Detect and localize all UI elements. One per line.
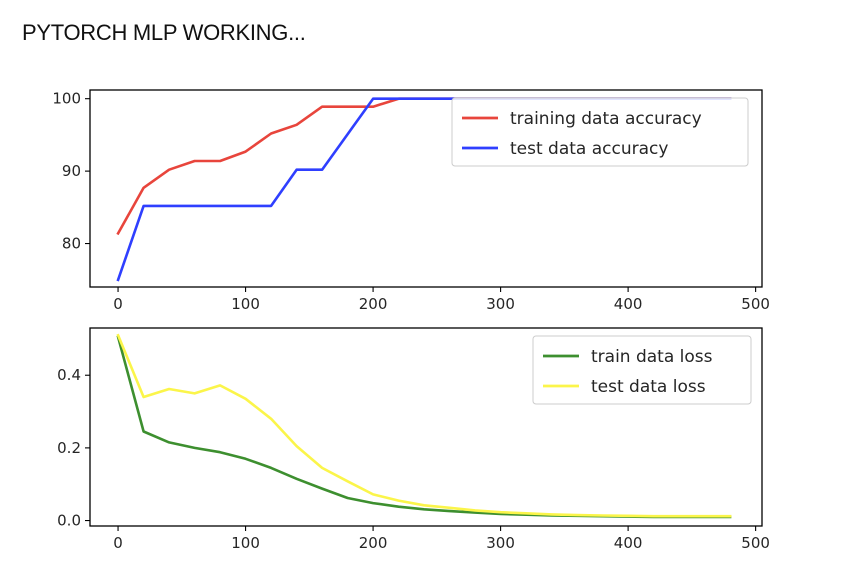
top-legend-box <box>451 97 749 167</box>
bottom-x-tick-label: 0 <box>113 534 123 552</box>
bottom-x-tick-label: 500 <box>741 534 770 552</box>
page-title: PYTORCH MLP WORKING... <box>22 20 306 45</box>
top-x-tick-label: 300 <box>486 295 515 313</box>
bottom-x-tick-label: 200 <box>359 534 388 552</box>
bottom-y-tick-label: 0.4 <box>57 366 81 384</box>
bottom-legend-box <box>532 335 752 405</box>
top-y-tick-label: 90 <box>62 162 81 180</box>
top-y-tick-label: 100 <box>52 90 81 108</box>
top-legend-label-1: training data accuracy <box>510 109 702 129</box>
bottom-x-tick-label: 300 <box>486 534 515 552</box>
top-axes-frame <box>89 89 763 288</box>
top-x-tick-label: 0 <box>113 295 123 313</box>
bottom-y-tick-label: 0.2 <box>57 439 81 457</box>
bottom-x-tick-label: 100 <box>231 534 260 552</box>
bottom-x-tick-label: 400 <box>614 534 643 552</box>
top-x-tick-label: 200 <box>359 295 388 313</box>
bottom-axes-frame <box>89 327 763 527</box>
top-x-tick-label: 500 <box>741 295 770 313</box>
top-y-tick-label: 80 <box>62 235 81 253</box>
top-x-tick-label: 400 <box>614 295 643 313</box>
top-legend-label-2: test data accuracy <box>510 139 668 159</box>
top-x-tick-label: 100 <box>231 295 260 313</box>
bottom-series-line-2 <box>116 333 732 518</box>
bottom-y-tick-label: 0.0 <box>57 512 81 530</box>
bottom-legend-label-1: train data loss <box>591 347 713 367</box>
bottom-legend-label-2: test data loss <box>591 377 706 397</box>
